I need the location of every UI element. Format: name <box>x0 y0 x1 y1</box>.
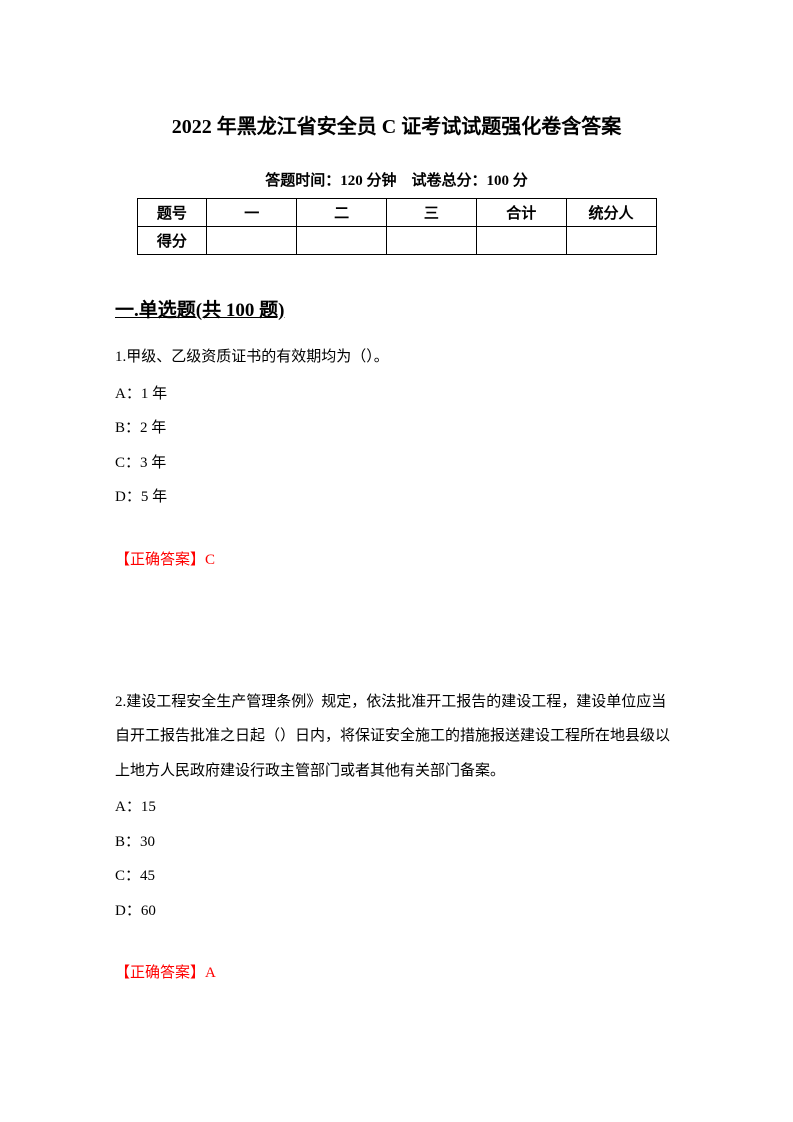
header-two: 二 <box>297 199 387 227</box>
table-header-row: 题号 一 二 三 合计 统分人 <box>137 199 656 227</box>
q1-option-b: B：2 年 <box>115 411 678 446</box>
header-total: 合计 <box>476 199 566 227</box>
q1-option-a: A：1 年 <box>115 377 678 412</box>
q2-option-b: B：30 <box>115 825 678 860</box>
q1-text: 1.甲级、乙级资质证书的有效期均为（）。 <box>115 340 678 375</box>
q1-option-d: D：5 年 <box>115 480 678 515</box>
exam-info: 答题时间：120 分钟 试卷总分：100 分 <box>115 169 678 190</box>
question-2: 2.建设工程安全生产管理条例》规定，依法批准开工报告的建设工程，建设单位应当自开… <box>115 685 678 989</box>
score-cell <box>387 227 477 255</box>
table-score-row: 得分 <box>137 227 656 255</box>
score-cell <box>566 227 656 255</box>
section-title: 一.单选题(共 100 题) <box>115 295 678 322</box>
header-scorer: 统分人 <box>566 199 656 227</box>
score-cell <box>297 227 387 255</box>
score-label: 得分 <box>137 227 207 255</box>
q2-text: 2.建设工程安全生产管理条例》规定，依法批准开工报告的建设工程，建设单位应当自开… <box>115 685 678 789</box>
q2-answer: 【正确答案】A <box>115 958 678 988</box>
score-table: 题号 一 二 三 合计 统分人 得分 <box>137 198 657 255</box>
header-label: 题号 <box>137 199 207 227</box>
q1-answer: 【正确答案】C <box>115 545 678 575</box>
question-1: 1.甲级、乙级资质证书的有效期均为（）。 A：1 年 B：2 年 C：3 年 D… <box>115 340 678 575</box>
q1-option-c: C：3 年 <box>115 446 678 481</box>
score-cell <box>476 227 566 255</box>
header-one: 一 <box>207 199 297 227</box>
header-three: 三 <box>387 199 477 227</box>
document-title: 2022 年黑龙江省安全员 C 证考试试题强化卷含答案 <box>115 110 678 139</box>
q2-option-a: A：15 <box>115 790 678 825</box>
q2-option-c: C：45 <box>115 859 678 894</box>
q2-option-d: D：60 <box>115 894 678 929</box>
score-cell <box>207 227 297 255</box>
